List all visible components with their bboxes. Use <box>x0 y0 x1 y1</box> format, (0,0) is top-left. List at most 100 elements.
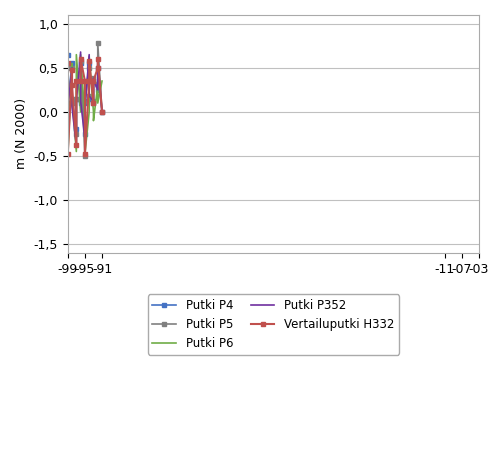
Vertailuputki H332 <box>52 197 58 203</box>
Vertailuputki H332 <box>95 56 101 62</box>
Line: Putki P4: Putki P4 <box>6 53 104 202</box>
Putki P6 <box>14 84 20 90</box>
Vertailuputki H332 <box>5 140 11 146</box>
Vertailuputki H332 <box>39 171 45 176</box>
Putki P352 <box>82 136 88 141</box>
Putki P5 <box>52 109 58 115</box>
Putki P4 <box>90 78 96 84</box>
Putki P5 <box>73 131 79 137</box>
Putki P4 <box>9 91 15 97</box>
Vertailuputki H332 <box>31 82 37 88</box>
Putki P5 <box>14 109 20 115</box>
Putki P352 <box>95 87 101 93</box>
Vertailuputki H332 <box>78 78 84 84</box>
Putki P352 <box>82 105 88 110</box>
Putki P5 <box>14 157 20 163</box>
Putki P6 <box>39 109 45 115</box>
Putki P352 <box>26 113 32 119</box>
Putki P6 <box>60 151 67 157</box>
Putki P4 <box>99 109 105 115</box>
Vertailuputki H332 <box>22 169 28 174</box>
Putki P4 <box>69 61 75 66</box>
Putki P5 <box>56 109 62 115</box>
Vertailuputki H332 <box>99 109 105 115</box>
Vertailuputki H332 <box>73 143 79 148</box>
Putki P5 <box>86 93 92 99</box>
Putki P5 <box>35 109 41 115</box>
Putki P4 <box>90 100 96 106</box>
Vertailuputki H332 <box>86 58 92 64</box>
Putki P4 <box>65 100 71 106</box>
Vertailuputki H332 <box>90 100 96 106</box>
Putki P4 <box>60 100 67 106</box>
Putki P4 <box>82 100 88 106</box>
Putki P4 <box>47 140 53 146</box>
Vertailuputki H332 <box>82 78 88 84</box>
Putki P4 <box>35 109 41 115</box>
Putki P6 <box>73 149 79 155</box>
Putki P5 <box>65 65 71 71</box>
Putki P6 <box>26 84 32 90</box>
Putki P352 <box>31 107 37 113</box>
Vertailuputki H332 <box>60 157 67 163</box>
Putki P6 <box>69 96 75 101</box>
Putki P6 <box>52 157 58 163</box>
Putki P6 <box>14 151 20 157</box>
Putki P5 <box>69 65 75 71</box>
Putki P6 <box>43 67 49 73</box>
Putki P4 <box>86 96 92 101</box>
Putki P6 <box>31 109 37 115</box>
Putki P5 <box>60 105 67 110</box>
Putki P4 <box>95 65 101 71</box>
Putki P352 <box>26 87 32 93</box>
Vertailuputki H332 <box>9 96 15 101</box>
Putki P6 <box>56 109 62 115</box>
Putki P5 <box>18 157 24 163</box>
Putki P5 <box>52 100 58 106</box>
Putki P4 <box>82 131 88 137</box>
Vertailuputki H332 <box>18 195 24 201</box>
Putki P352 <box>90 75 96 81</box>
Vertailuputki H332 <box>82 151 88 157</box>
Putki P352 <box>18 78 24 84</box>
Putki P4 <box>39 100 45 106</box>
Line: Vertailuputki H332: Vertailuputki H332 <box>6 57 104 244</box>
Putki P5 <box>56 131 62 137</box>
Vertailuputki H332 <box>78 56 84 62</box>
Putki P5 <box>47 89 53 94</box>
Putki P352 <box>90 99 96 104</box>
Putki P352 <box>52 100 58 106</box>
Vertailuputki H332 <box>90 78 96 84</box>
Putki P5 <box>73 96 79 101</box>
Putki P4 <box>31 118 37 124</box>
Putki P6 <box>43 118 49 124</box>
Putki P6 <box>47 67 53 73</box>
Putki P352 <box>18 118 24 124</box>
Putki P352 <box>95 58 101 64</box>
Putki P6 <box>95 100 101 106</box>
Vertailuputki H332 <box>56 105 62 110</box>
Putki P352 <box>52 102 58 108</box>
Putki P352 <box>65 105 71 110</box>
Putki P352 <box>9 122 15 128</box>
Putki P6 <box>9 84 15 90</box>
Putki P4 <box>78 100 84 106</box>
Putki P6 <box>65 153 71 159</box>
Y-axis label: m (N 2000): m (N 2000) <box>15 98 28 169</box>
Putki P352 <box>73 143 79 148</box>
Putki P6 <box>78 52 84 57</box>
Putki P4 <box>35 78 41 84</box>
Putki P352 <box>78 49 84 55</box>
Vertailuputki H332 <box>35 61 41 66</box>
Putki P5 <box>99 109 105 115</box>
Putki P4 <box>18 197 24 203</box>
Putki P352 <box>86 93 92 99</box>
Putki P6 <box>82 151 88 157</box>
Putki P352 <box>73 99 79 104</box>
Putki P4 <box>22 109 28 115</box>
Putki P5 <box>18 118 24 124</box>
Vertailuputki H332 <box>95 65 101 71</box>
Putki P6 <box>65 75 71 81</box>
Putki P5 <box>35 75 41 81</box>
Putki P4 <box>26 127 32 132</box>
